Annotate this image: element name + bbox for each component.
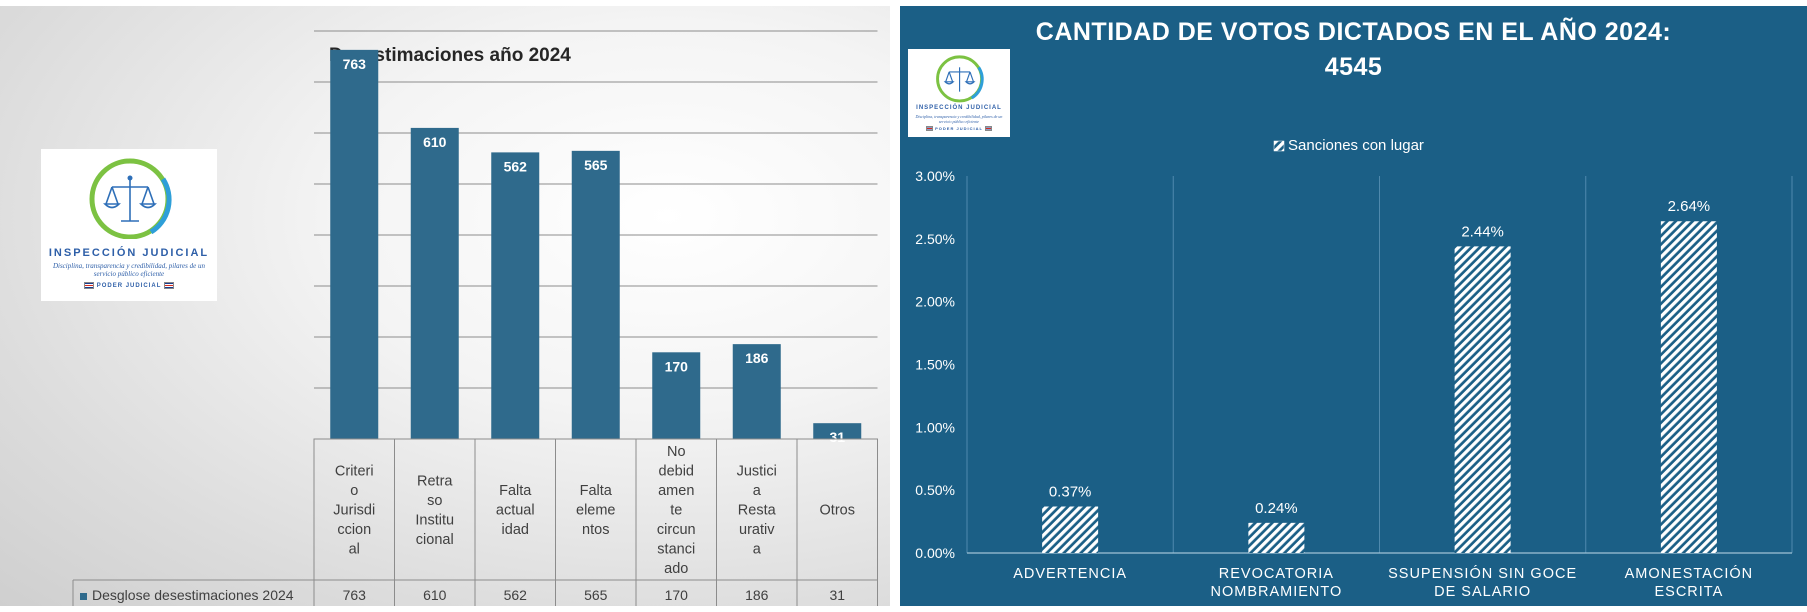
y-tick-label: 3.00% xyxy=(915,168,955,184)
right-logo: INSPECCIÓN JUDICIAL Disciplina, transpar… xyxy=(908,49,1010,137)
logo-tagline: Disciplina, transparencia y credibilidad… xyxy=(915,114,1003,124)
logo-tagline: Disciplina, transparencia y credibilidad… xyxy=(52,262,205,278)
y-tick-label: 1.00% xyxy=(915,419,955,435)
bar xyxy=(813,423,862,439)
chart-title-total: 4545 xyxy=(1324,53,1383,81)
data-label: 763 xyxy=(343,56,367,72)
bar xyxy=(1248,522,1305,553)
category-label: Justici a Resta urativ a xyxy=(737,464,777,558)
category-label: ADVERTENCIA xyxy=(1013,566,1127,582)
data-label: 2.64% xyxy=(1668,198,1711,215)
logo-title: INSPECCIÓN JUDICIAL xyxy=(48,247,210,259)
table-value: 763 xyxy=(343,587,367,603)
category-label: Falta actual idad xyxy=(496,483,535,538)
table-value: 31 xyxy=(829,587,845,603)
bar xyxy=(652,352,701,439)
legend-swatch xyxy=(80,593,87,600)
bar xyxy=(491,152,540,439)
category-label: Otros xyxy=(820,503,855,519)
chart-title: Desestimaciones año 2024 xyxy=(329,45,571,66)
data-label: 0.37% xyxy=(1049,484,1092,501)
data-table xyxy=(313,438,878,606)
table-value: 610 xyxy=(423,587,447,603)
logo-org: PODER JUDICIAL xyxy=(41,282,217,289)
chart-title-line1: CANTIDAD DE VOTOS DICTADOS EN EL AÑO 202… xyxy=(1035,18,1672,46)
bar xyxy=(1042,506,1099,553)
flag-icon xyxy=(84,282,95,289)
y-tick-label: 1.50% xyxy=(915,357,955,373)
table-value: 562 xyxy=(504,587,528,603)
sanciones-chart: Sanciones con lugar 0.00% 0.50% 1.00% 1.50% 2… xyxy=(915,137,1793,600)
category-label: Retra so Institu cional xyxy=(415,473,454,548)
logo-org: PODER JUDICIAL xyxy=(908,126,1010,132)
right-chart-panel: CANTIDAD DE VOTOS DICTADOS EN EL AÑO 202… xyxy=(900,6,1807,606)
data-label: 0.24% xyxy=(1255,500,1298,517)
table-value: 186 xyxy=(745,587,769,603)
data-label: 186 xyxy=(745,350,769,366)
left-chart-panel: INSPECCIÓN JUDICIAL Disciplina, transpar… xyxy=(0,6,890,606)
y-tick-label: 0.00% xyxy=(915,545,955,561)
data-label: 562 xyxy=(504,158,528,174)
category-label: No debid amen te circun stanci ado xyxy=(657,444,696,577)
data-label: 2.44% xyxy=(1461,223,1504,240)
logo-title: INSPECCIÓN JUDICIAL xyxy=(916,105,1002,111)
y-tick-label: 2.50% xyxy=(915,231,955,247)
table-value: 170 xyxy=(665,587,689,603)
data-label: 565 xyxy=(584,157,608,173)
flag-icon xyxy=(984,126,992,132)
y-tick-label: 2.00% xyxy=(915,294,955,310)
data-label: 170 xyxy=(665,358,689,374)
category-label: SSUPENSIÓN SIN GOCE DE SALARIO xyxy=(1388,565,1577,600)
flag-icon xyxy=(163,282,174,289)
scales-of-justice-icon xyxy=(936,55,984,103)
scales-of-justice-icon xyxy=(89,158,172,239)
bar xyxy=(410,127,459,440)
data-label: 31 xyxy=(829,429,845,445)
category-label: REVOCATORIA NOMBRAMIENTO xyxy=(1210,566,1342,600)
y-tick-label: 0.50% xyxy=(915,482,955,498)
legend-label: Sanciones con lugar xyxy=(1288,137,1424,154)
category-label: AMONESTACIÓN ESCRITA xyxy=(1625,565,1754,600)
data-label: 610 xyxy=(423,134,447,150)
bar xyxy=(1660,221,1717,554)
bar xyxy=(732,344,781,439)
legend-swatch xyxy=(1273,140,1285,152)
bar xyxy=(571,150,620,439)
bar xyxy=(330,49,379,440)
left-logo: INSPECCIÓN JUDICIAL Disciplina, transpar… xyxy=(41,149,217,301)
legend-label: Desglose desestimaciones 2024 xyxy=(92,587,294,603)
flag-icon xyxy=(926,126,934,132)
category-label: Falta eleme ntos xyxy=(576,483,616,538)
bar xyxy=(1454,246,1511,553)
table-value: 565 xyxy=(584,587,608,603)
category-label: Criteri o Jurisdi ccion al xyxy=(333,464,375,558)
